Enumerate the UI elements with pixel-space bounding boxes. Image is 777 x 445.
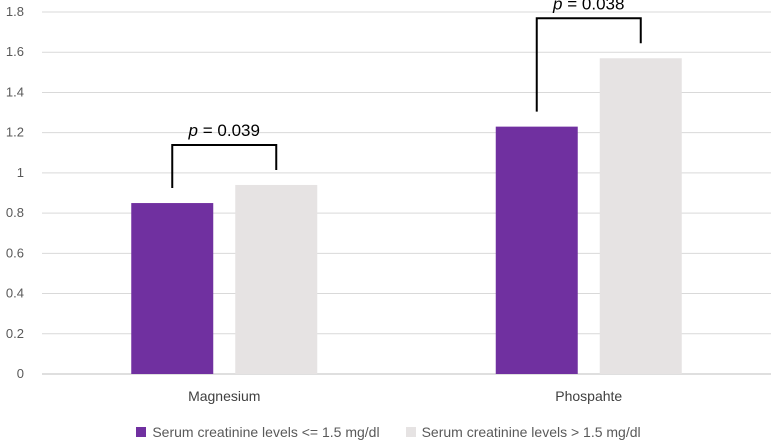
legend-swatch-series-2 xyxy=(405,427,416,437)
y-tick-label: 1.6 xyxy=(6,44,24,59)
p-symbol: p xyxy=(188,121,198,140)
y-tick-label: 0.2 xyxy=(6,326,24,341)
significance-bracket xyxy=(535,17,642,112)
legend-label-series-2: Serum creatinine levels > 1.5 mg/dl xyxy=(421,424,641,440)
bar-chart: 0 0.2 0.4 0.6 0.8 1 1.2 1.4 1.6 1.8 Magnesium Phos… xyxy=(6,0,771,404)
y-tick-label: 0 xyxy=(17,366,24,381)
y-tick-label: 0.6 xyxy=(6,245,24,260)
x-axis-categories: Magnesium Phospahte xyxy=(188,388,622,404)
p-value-text: = 0.038 xyxy=(563,0,625,13)
y-tick-label: 1.8 xyxy=(6,4,24,19)
y-tick-label: 0.4 xyxy=(6,286,24,301)
bar-magnesium-series-1 xyxy=(131,203,214,374)
p-symbol: p xyxy=(552,0,562,13)
y-tick-label: 0.8 xyxy=(6,205,24,220)
x-category-label: Phospahte xyxy=(555,388,622,404)
legend: Serum creatinine levels <= 1.5 mg/dl Ser… xyxy=(0,421,777,443)
y-tick-label: 1.2 xyxy=(6,125,24,140)
bar-magnesium-series-2 xyxy=(235,184,318,374)
legend-label-series-1: Serum creatinine levels <= 1.5 mg/dl xyxy=(152,424,380,440)
y-axis-ticks: 0 0.2 0.4 0.6 0.8 1 1.2 1.4 1.6 1.8 xyxy=(6,4,24,381)
p-value-label: p = 0.038 xyxy=(552,0,624,13)
bar-phospahte-series-2 xyxy=(599,58,682,374)
y-tick-label: 1.4 xyxy=(6,84,24,99)
x-category-label: Magnesium xyxy=(188,388,260,404)
p-value-text: = 0.039 xyxy=(198,121,260,140)
legend-swatch-series-1 xyxy=(136,427,147,437)
legend-item-series-1: Serum creatinine levels <= 1.5 mg/dl xyxy=(136,421,380,443)
legend-item-series-2: Serum creatinine levels > 1.5 mg/dl xyxy=(405,421,641,443)
bar-phospahte-series-1 xyxy=(495,126,578,374)
y-tick-label: 1 xyxy=(17,165,24,180)
significance-bracket xyxy=(171,143,278,189)
bars xyxy=(131,58,682,374)
p-value-label: p = 0.039 xyxy=(188,121,260,140)
